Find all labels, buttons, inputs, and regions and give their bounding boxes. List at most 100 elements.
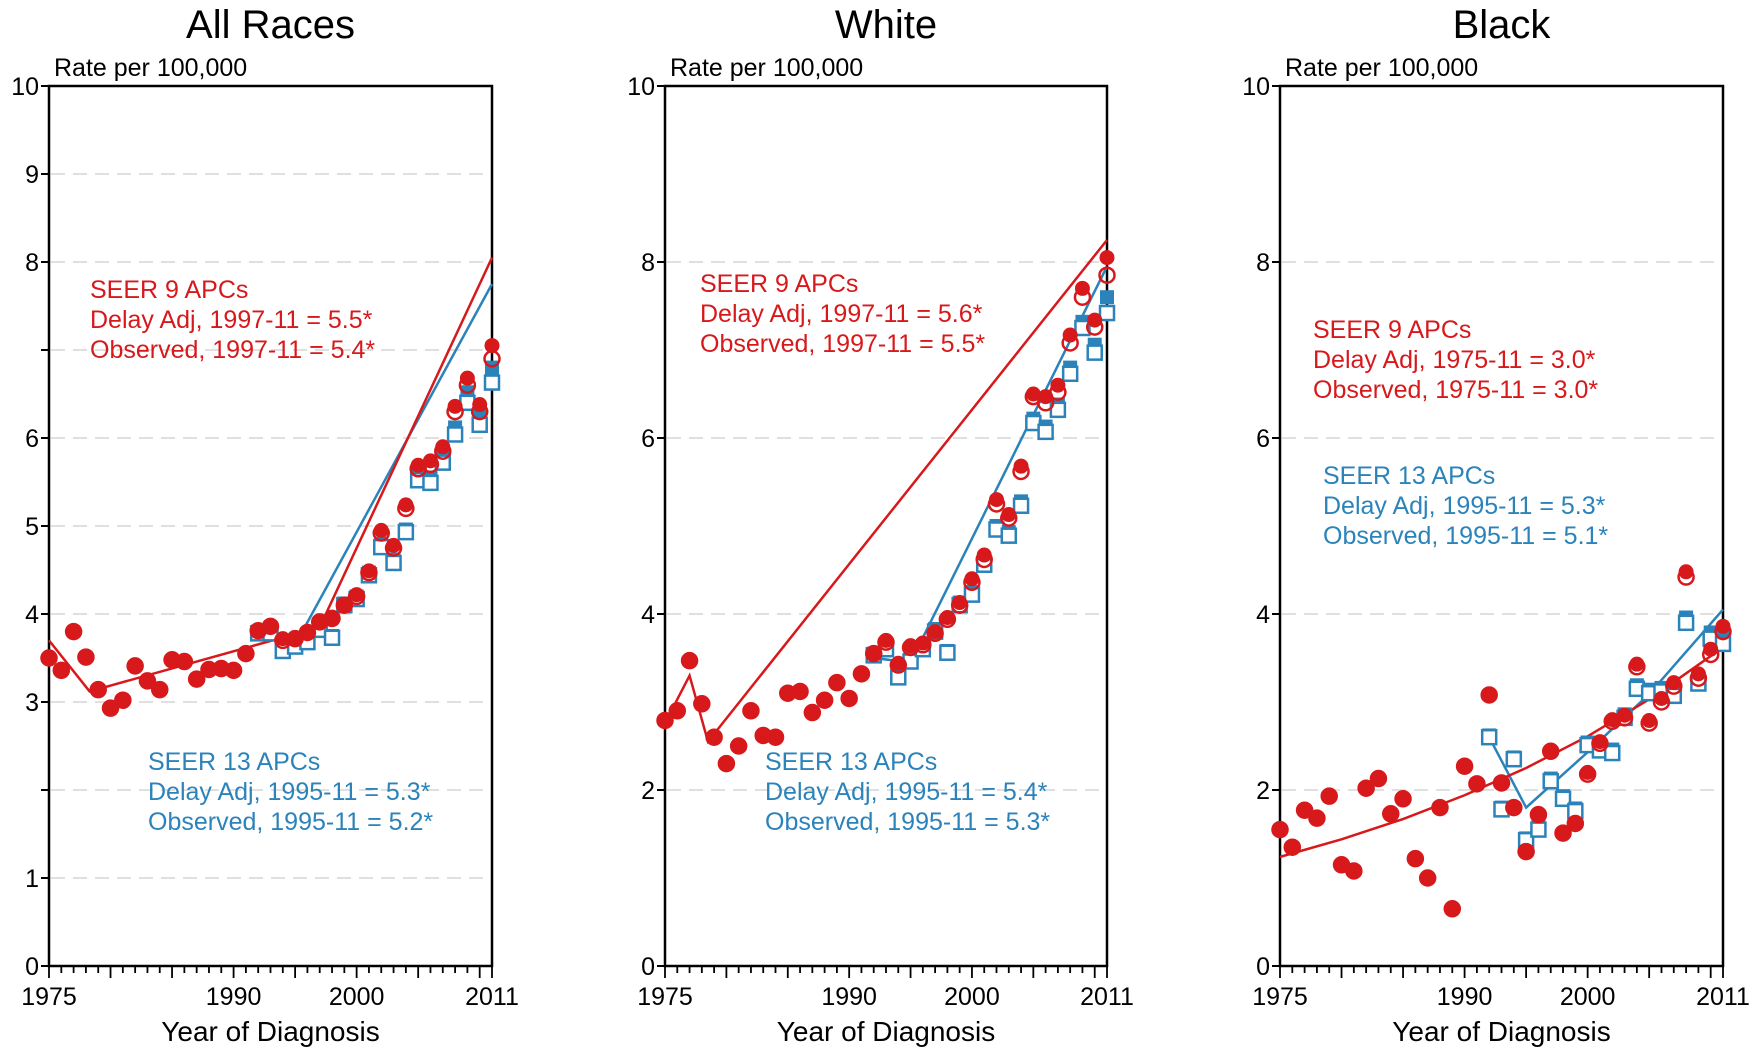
y-axis-label: Rate per 100,000 bbox=[1285, 54, 1478, 82]
seer9-observed-point bbox=[1394, 790, 1412, 808]
seer9-delay-adj-point bbox=[90, 682, 106, 698]
seer9-delay-adj-point bbox=[976, 547, 992, 563]
y-axis-label: Rate per 100,000 bbox=[54, 54, 247, 82]
seer9-delay-adj-point bbox=[1444, 901, 1460, 917]
y-axis-label: Rate per 100,000 bbox=[670, 54, 863, 82]
seer9-observed-point bbox=[1271, 820, 1289, 839]
seer9-delay-adj-point bbox=[755, 727, 771, 743]
x-tick-label: 2011 bbox=[465, 983, 519, 1011]
seer9-delay-adj-point bbox=[189, 671, 205, 687]
seer9-delay-adj-point bbox=[1099, 250, 1115, 266]
seer13-apc-annotation: Delay Adj, 1995-11 = 5.4* bbox=[765, 778, 1048, 806]
x-tick-label: 2000 bbox=[1560, 983, 1616, 1011]
seer9-observed-point bbox=[766, 728, 785, 746]
seer9-fit-line bbox=[48, 257, 494, 693]
seer9-observed-point bbox=[1061, 334, 1079, 352]
seer9-observed-point bbox=[1468, 775, 1486, 793]
seer9-observed-point bbox=[938, 610, 957, 629]
seer9-observed-point bbox=[126, 657, 144, 675]
seer9-observed-point bbox=[1591, 734, 1609, 753]
seer9-observed-point bbox=[1578, 765, 1597, 783]
seer13-observed-point bbox=[1505, 750, 1523, 768]
seer13-apc-annotation: Delay Adj, 1995-11 = 5.3* bbox=[148, 778, 431, 806]
seer13-observed-point bbox=[1530, 821, 1547, 838]
seer9-delay-adj-point bbox=[804, 705, 820, 721]
seer13-observed-point bbox=[1037, 423, 1054, 441]
seer9-delay-adj-point bbox=[176, 654, 192, 670]
seer9-delay-adj-point bbox=[213, 661, 229, 677]
seer9-observed-point bbox=[1049, 383, 1067, 401]
seer9-observed-point bbox=[237, 644, 255, 663]
seer13-apc-annotation: SEER 13 APCs bbox=[765, 748, 937, 776]
seer9-observed-point bbox=[729, 737, 748, 755]
seer9-delay-adj-point bbox=[829, 675, 845, 691]
seer9-observed-point bbox=[1505, 798, 1523, 817]
seer9-delay-adj-point bbox=[1567, 815, 1583, 831]
seer9-delay-adj-point bbox=[1703, 641, 1719, 657]
seer9-observed-point bbox=[1554, 824, 1572, 842]
seer9-observed-point bbox=[224, 661, 243, 680]
seer9-delay-adj-point bbox=[853, 666, 869, 682]
seer9-observed-point bbox=[64, 622, 83, 641]
seer9-observed-point bbox=[458, 376, 477, 394]
y-tick-label: 9 bbox=[25, 161, 39, 189]
seer9-observed-point bbox=[852, 665, 871, 683]
seer13-observed-point bbox=[1000, 527, 1018, 544]
seer9-observed-point bbox=[828, 673, 846, 692]
seer9-apc-annotation: SEER 9 APCs bbox=[700, 270, 858, 298]
seer9-delay-adj-point bbox=[743, 703, 759, 719]
seer9-delay-adj-point bbox=[336, 596, 352, 612]
y-tick-label: 0 bbox=[641, 953, 655, 981]
seer9-delay-adj-point bbox=[115, 692, 131, 708]
seer13-observed-point bbox=[397, 523, 415, 541]
seer9-observed-point bbox=[384, 539, 403, 557]
x-axis-label: Year of Diagnosis bbox=[1392, 1016, 1610, 1047]
seer9-observed-point bbox=[1665, 677, 1683, 695]
seer9-observed-point bbox=[1640, 714, 1658, 732]
seer13-apc-annotation: Observed, 1995-11 = 5.1* bbox=[1323, 522, 1608, 550]
seer9-delay-adj-point bbox=[841, 690, 857, 706]
seer9-delay-adj-point bbox=[103, 700, 119, 716]
seer9-delay-adj-point bbox=[78, 649, 94, 665]
y-tick-label: 3 bbox=[25, 689, 39, 717]
seer9-delay-adj-point bbox=[66, 624, 82, 640]
seer9-delay-adj-point bbox=[1432, 800, 1448, 816]
seer9-observed-point bbox=[372, 524, 390, 542]
seer9-delay-adj-point bbox=[447, 398, 463, 414]
seer9-observed-point bbox=[680, 651, 699, 670]
seer9-observed-point bbox=[40, 649, 58, 667]
seer9-delay-adj-point bbox=[1013, 458, 1029, 474]
seer13-observed-point bbox=[446, 426, 464, 443]
seer9-observed-point bbox=[1283, 838, 1302, 856]
seer9-apc-annotation: Delay Adj, 1997-11 = 5.5* bbox=[90, 306, 373, 334]
seer9-delay-adj-point bbox=[1297, 802, 1313, 818]
seer9-observed-point bbox=[1431, 798, 1449, 817]
seer9-delay-adj-point bbox=[1370, 771, 1386, 787]
seer9-observed-point bbox=[187, 670, 206, 688]
seer9-delay-adj-point bbox=[792, 683, 808, 699]
x-tick-label: 2011 bbox=[1696, 983, 1750, 1011]
seer9-observed-point bbox=[1566, 814, 1585, 833]
seer9-delay-adj-point bbox=[53, 662, 69, 678]
seer9-apc-annotation: SEER 9 APCs bbox=[90, 276, 248, 304]
seer9-observed-point bbox=[926, 624, 944, 643]
y-tick-label: 5 bbox=[25, 513, 39, 541]
seer9-delay-adj-point bbox=[1555, 824, 1571, 840]
seer9-apc-annotation: Observed, 1975-11 = 3.0* bbox=[1313, 376, 1598, 404]
y-tick-label: 6 bbox=[1256, 425, 1270, 453]
seer9-observed-point bbox=[1603, 712, 1621, 731]
seer9-delay-adj-point bbox=[41, 650, 57, 666]
y-tick-label: 8 bbox=[25, 249, 39, 277]
seer9-delay-adj-point bbox=[299, 624, 315, 640]
y-tick-label: 6 bbox=[25, 425, 39, 453]
seer13-observed-point bbox=[1074, 319, 1091, 337]
seer9-observed-point bbox=[1345, 862, 1363, 880]
seer9-delay-adj-point bbox=[706, 729, 722, 745]
seer9-delay-adj-point bbox=[1543, 742, 1559, 758]
seer9-observed-point bbox=[1628, 658, 1646, 676]
seer9-observed-point bbox=[877, 633, 895, 651]
seer9-observed-point bbox=[175, 652, 194, 671]
seer9-observed-point bbox=[1714, 622, 1732, 641]
seer9-delay-adj-point bbox=[226, 662, 242, 678]
